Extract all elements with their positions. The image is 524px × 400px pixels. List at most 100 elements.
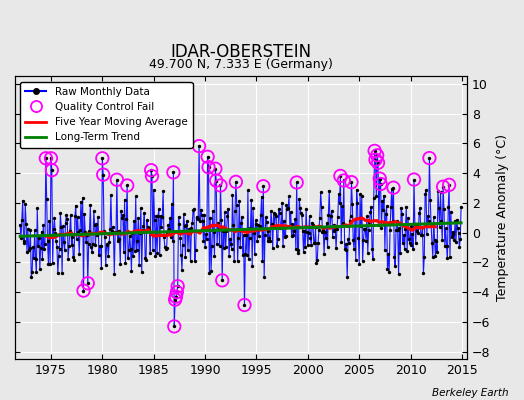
Point [174,214,183,220]
Point [25,245,34,251]
Point [283,206,291,212]
Point [82,239,90,246]
Point [235,198,244,204]
Point [98,155,106,162]
Point [126,233,134,239]
Point [49,226,58,232]
Point [351,216,359,223]
Point [241,302,249,308]
Point [362,238,370,244]
Point [384,251,392,258]
Point [114,228,123,234]
Point [17,234,25,241]
Point [299,249,308,255]
Point [312,260,321,266]
Point [322,235,330,241]
Point [345,239,353,246]
Point [329,234,337,240]
Point [145,227,153,233]
Point [191,247,200,253]
Point [95,243,104,249]
Point [257,212,265,218]
Point [177,252,185,258]
Point [163,230,171,236]
Point [433,249,441,255]
Point [336,173,345,179]
Point [370,148,379,154]
Point [110,230,118,236]
Point [165,226,173,232]
Point [27,274,36,280]
Point [34,242,42,249]
Point [451,218,460,224]
Point [305,212,314,219]
Point [206,215,214,222]
Point [153,250,161,256]
Point [406,240,414,246]
Point [367,204,375,210]
Point [199,238,208,244]
Point [144,224,152,230]
Point [37,244,45,251]
Point [399,232,408,238]
Point [41,155,50,162]
Point [315,227,323,233]
Point [444,204,452,210]
Point [246,224,255,231]
Point [357,193,366,199]
Point [250,251,259,258]
Point [226,235,234,242]
Point [47,155,55,162]
Point [344,236,352,242]
Point [43,238,52,244]
Point [399,240,407,246]
Point [374,160,382,166]
Point [23,249,31,255]
Point [184,226,193,232]
Point [286,222,294,229]
Point [62,212,71,218]
Point [369,195,378,201]
Point [265,234,274,241]
Point [253,237,261,244]
Point [282,202,291,208]
Point [247,197,256,203]
Point [47,155,55,162]
Point [364,227,373,233]
Point [38,256,47,262]
Point [147,167,155,173]
Point [75,250,83,257]
Point [137,205,145,211]
Point [216,182,225,189]
Point [207,268,215,274]
Point [183,218,191,224]
Point [218,277,226,284]
Point [427,223,435,229]
Point [292,179,301,186]
Point [143,217,151,224]
Point [91,242,100,248]
Point [74,228,83,235]
Point [428,240,436,246]
Point [217,217,225,224]
Point [381,211,390,217]
Point [418,232,426,238]
Point [407,223,415,229]
Point [116,261,125,267]
Point [54,253,63,259]
Point [228,192,237,199]
Point [89,240,97,247]
Point [100,228,108,234]
Point [192,214,201,220]
Point [67,242,75,248]
Point [172,289,181,295]
Point [111,229,119,235]
Point [99,172,107,178]
Point [223,213,232,220]
Point [63,216,71,222]
Point [203,236,211,242]
Point [127,268,136,274]
Point [352,257,360,264]
Point [306,235,314,241]
Point [272,212,280,219]
